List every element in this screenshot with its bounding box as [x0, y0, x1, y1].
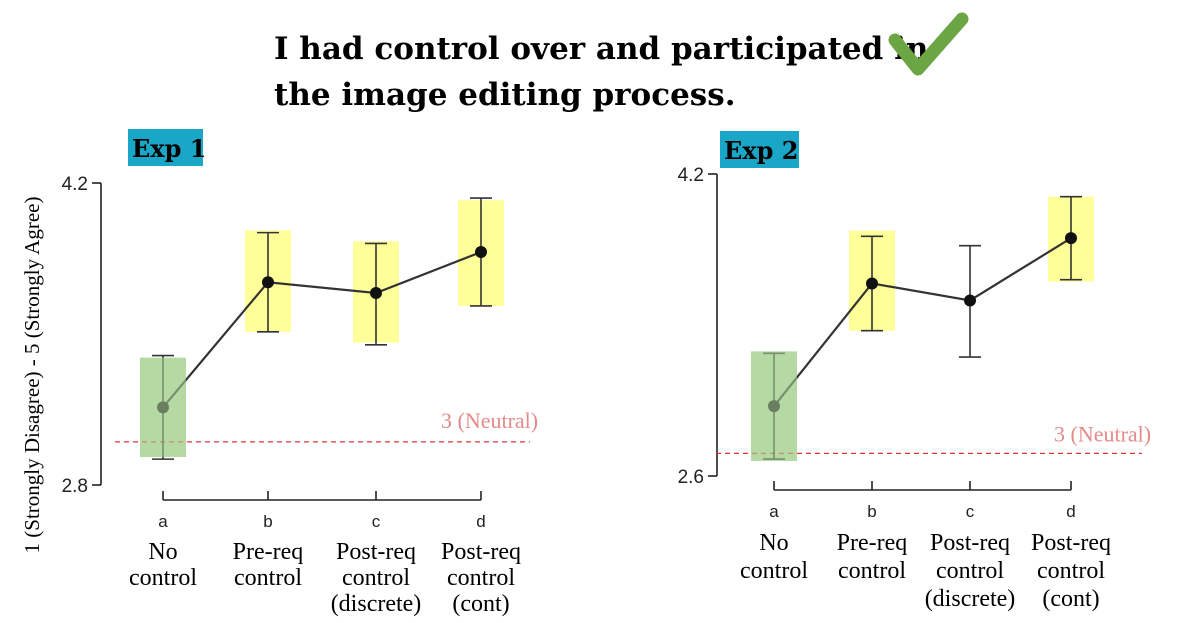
- x-tick-letter: c: [372, 512, 381, 531]
- exp-tag-background: [128, 129, 203, 166]
- y-tick-label: 4.2: [678, 165, 704, 186]
- x-tick-letter: a: [769, 502, 779, 521]
- data-point-b: [262, 276, 274, 289]
- y-axis-label: 1 (Strongly Disagree) - 5 (Strongly Agre…: [20, 197, 44, 554]
- x-tick-letter: b: [263, 512, 272, 531]
- exp-tag-background: [720, 131, 799, 168]
- panel-exp-1: Exp 14.22.83 (Neutral)aNocontrolbPre-req…: [62, 129, 538, 617]
- category-label: Post-req: [930, 530, 1010, 556]
- category-label: control: [936, 558, 1004, 584]
- category-label: control: [234, 565, 302, 591]
- title-line-1: I had control over and participated in: [274, 31, 928, 67]
- category-label: Post-req: [441, 539, 521, 565]
- category-label: control: [447, 565, 515, 591]
- y-tick-label: 2.6: [678, 467, 704, 488]
- category-label: Post-req: [336, 539, 416, 565]
- category-label: control: [838, 558, 906, 584]
- category-label: Pre-req: [233, 539, 304, 565]
- category-label: control: [1037, 558, 1105, 584]
- x-tick-letter: c: [966, 502, 975, 521]
- reference-label: 3 (Neutral): [441, 408, 538, 433]
- data-point-b: [866, 277, 878, 290]
- x-tick-letter: d: [476, 512, 485, 531]
- category-label: No: [759, 530, 788, 556]
- x-tick-letter: b: [867, 502, 876, 521]
- exp-tag: Exp 2: [724, 136, 798, 165]
- series-line: [773, 237, 1072, 407]
- highlight-overlay-a: [140, 357, 186, 457]
- x-tick-letter: d: [1066, 502, 1075, 521]
- category-label: No: [148, 539, 177, 565]
- reference-label: 3 (Neutral): [1054, 421, 1151, 446]
- category-label: control: [342, 565, 410, 591]
- series-line: [162, 251, 482, 409]
- exp-tag: Exp 1: [132, 134, 206, 163]
- category-label: control: [129, 565, 197, 591]
- category-label: Post-req: [1031, 530, 1111, 556]
- category-label: (discrete): [925, 586, 1016, 612]
- x-tick-letter: a: [158, 512, 168, 531]
- category-label: control: [740, 558, 808, 584]
- category-label: (cont): [1042, 586, 1099, 612]
- y-tick-label: 2.8: [62, 476, 88, 497]
- y-tick-label: 4.2: [62, 174, 88, 195]
- panel-exp-2: Exp 24.22.63 (Neutral)aNocontrolbPre-req…: [678, 131, 1151, 612]
- checkmark-icon: [888, 12, 969, 76]
- title-line-2: the image editing process.: [274, 77, 736, 113]
- data-point-d: [1065, 232, 1077, 245]
- category-label: (discrete): [331, 591, 422, 617]
- data-point-d: [475, 246, 487, 259]
- data-point-c: [964, 294, 976, 307]
- category-label: Pre-req: [837, 530, 908, 556]
- highlight-overlay-a: [751, 351, 797, 461]
- category-label: (cont): [452, 591, 509, 617]
- data-point-c: [370, 287, 382, 300]
